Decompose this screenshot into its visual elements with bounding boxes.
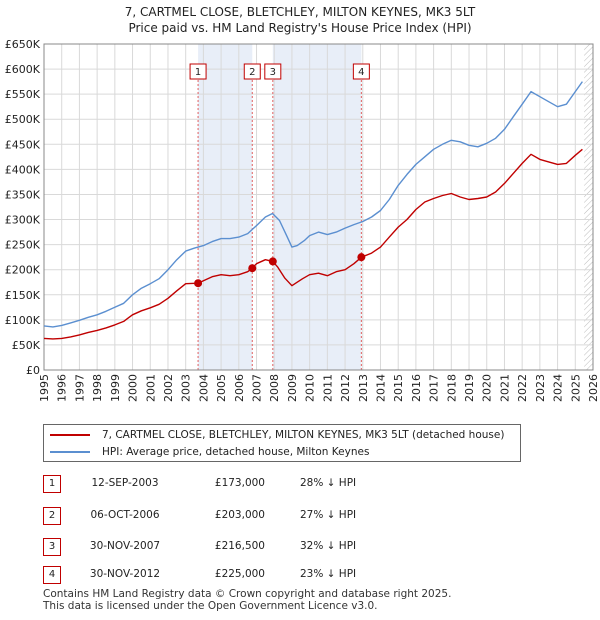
table-row: 4 30-NOV-2012 £225,000 23% ↓ HPI xyxy=(0,566,600,586)
x-tick-label: 1997 xyxy=(73,374,86,402)
y-tick-label: £450K xyxy=(5,138,41,151)
y-tick-label: £300K xyxy=(5,214,41,227)
transaction-point xyxy=(194,279,203,288)
legend-item-property: 7, CARTMEL CLOSE, BLETCHLEY, MILTON KEYN… xyxy=(50,427,504,443)
table-row: 3 30-NOV-2007 £216,500 32% ↓ HPI xyxy=(0,538,600,558)
legend-label-property: 7, CARTMEL CLOSE, BLETCHLEY, MILTON KEYN… xyxy=(102,429,505,441)
x-tick-label: 2018 xyxy=(445,374,458,402)
y-tick-label: £200K xyxy=(5,264,41,277)
x-tick-label: 2008 xyxy=(268,374,281,402)
shaded-period xyxy=(198,44,253,370)
y-tick-label: £500K xyxy=(5,113,41,126)
y-tick-label: £150K xyxy=(5,289,41,302)
x-tick-label: 2000 xyxy=(127,374,140,402)
footer-attribution: Contains HM Land Registry data © Crown c… xyxy=(43,588,451,612)
x-tick-label: 2015 xyxy=(392,374,405,402)
series-line-property xyxy=(43,148,583,340)
y-tick-label: £350K xyxy=(5,188,41,201)
x-tick-label: 2022 xyxy=(516,374,529,402)
x-tick-label: 2001 xyxy=(144,374,157,402)
transaction-point xyxy=(268,257,277,266)
transaction-label: 4 xyxy=(358,67,364,78)
txn-price: £173,000 xyxy=(214,477,265,489)
x-tick-label: 2003 xyxy=(180,374,193,402)
txn-date: 12-SEP-2003 xyxy=(91,477,159,489)
x-tick-label: 2021 xyxy=(498,374,511,402)
x-tick-label: 2006 xyxy=(233,374,246,402)
txn-badge: 1 xyxy=(43,475,61,493)
y-tick-label: £600K xyxy=(5,63,41,76)
x-tick-label: 1998 xyxy=(91,374,104,402)
x-tick-label: 2005 xyxy=(215,374,228,402)
legend-item-hpi: HPI: Average price, detached house, Milt… xyxy=(50,444,369,460)
transaction-label: 2 xyxy=(249,67,255,78)
x-tick-label: 2007 xyxy=(251,374,264,402)
x-tick-label: 2016 xyxy=(410,374,423,402)
x-tick-label: 2014 xyxy=(374,374,387,402)
y-tick-label: £400K xyxy=(5,163,41,176)
x-tick-label: 2011 xyxy=(321,374,334,402)
x-tick-label: 2013 xyxy=(357,374,370,402)
txn-badge: 2 xyxy=(43,507,61,525)
chart-legend: 7, CARTMEL CLOSE, BLETCHLEY, MILTON KEYN… xyxy=(43,424,521,462)
y-tick-label: £550K xyxy=(5,88,41,101)
shaded-period xyxy=(272,44,362,370)
series-line-hpi xyxy=(43,81,583,328)
table-row: 1 12-SEP-2003 £173,000 28% ↓ HPI xyxy=(0,475,600,495)
x-tick-label: 2017 xyxy=(428,374,441,402)
transaction-label-box xyxy=(352,63,370,80)
x-tick-label: 2004 xyxy=(197,374,210,402)
x-tick-label: 2012 xyxy=(339,374,352,402)
x-tick-label: 1999 xyxy=(109,374,122,402)
txn-price: £225,000 xyxy=(214,568,265,580)
x-tick-label: 2019 xyxy=(463,374,476,402)
x-tick-label: 2026 xyxy=(587,374,600,402)
footer-copyright: Contains HM Land Registry data © Crown c… xyxy=(43,588,452,600)
txn-hpi-diff: 32% ↓ HPI xyxy=(300,540,357,552)
txn-price: £216,500 xyxy=(214,540,265,552)
txn-hpi-diff: 27% ↓ HPI xyxy=(300,509,357,521)
y-tick-label: £50K xyxy=(12,339,41,352)
txn-date: 06-OCT-2006 xyxy=(90,509,160,521)
x-tick-label: 2020 xyxy=(481,374,494,402)
txn-price: £203,000 xyxy=(214,509,265,521)
y-tick-label: £650K xyxy=(5,38,41,51)
txn-badge: 4 xyxy=(43,566,61,584)
transaction-label: 1 xyxy=(195,67,201,78)
x-tick-label: 2025 xyxy=(569,374,582,402)
x-tick-label: 1995 xyxy=(38,374,51,402)
transaction-point xyxy=(357,253,366,262)
transaction-point xyxy=(248,264,257,273)
transaction-label-box xyxy=(264,63,282,80)
transaction-label-box xyxy=(243,63,261,80)
footer-licence: This data is licensed under the Open Gov… xyxy=(43,600,378,612)
plot-frame xyxy=(43,43,594,371)
legend-swatch-hpi xyxy=(50,451,90,453)
txn-hpi-diff: 28% ↓ HPI xyxy=(300,477,357,489)
chart-subtitle: Price paid vs. HM Land Registry's House … xyxy=(128,21,472,35)
x-tick-label: 1996 xyxy=(56,374,69,402)
y-tick-label: £100K xyxy=(5,314,41,327)
x-tick-label: 2009 xyxy=(286,374,299,402)
price-chart: £0 £50K £100K £150K £200K £250K £300K £350K £400… xyxy=(5,38,600,402)
txn-date: 30-NOV-2007 xyxy=(89,540,161,552)
x-tick-label: 2002 xyxy=(162,374,175,402)
y-tick-label: £0 xyxy=(26,364,40,377)
y-tick-label: £250K xyxy=(5,239,41,252)
txn-badge: 3 xyxy=(43,538,61,556)
chart-title: 7, CARTMEL CLOSE, BLETCHLEY, MILTON KEYN… xyxy=(124,5,476,19)
x-tick-label: 2024 xyxy=(552,374,565,402)
txn-hpi-diff: 23% ↓ HPI xyxy=(300,568,357,580)
x-tick-label: 2010 xyxy=(304,374,317,402)
legend-swatch-property xyxy=(50,434,90,436)
legend-label-hpi: HPI: Average price, detached house, Milt… xyxy=(102,446,370,458)
x-tick-label: 2023 xyxy=(534,374,547,402)
transaction-label: 3 xyxy=(270,67,276,78)
transaction-label-box xyxy=(189,63,207,80)
txn-date: 30-NOV-2012 xyxy=(89,568,161,580)
table-row: 2 06-OCT-2006 £203,000 27% ↓ HPI xyxy=(0,507,600,527)
future-hatch xyxy=(584,44,593,370)
